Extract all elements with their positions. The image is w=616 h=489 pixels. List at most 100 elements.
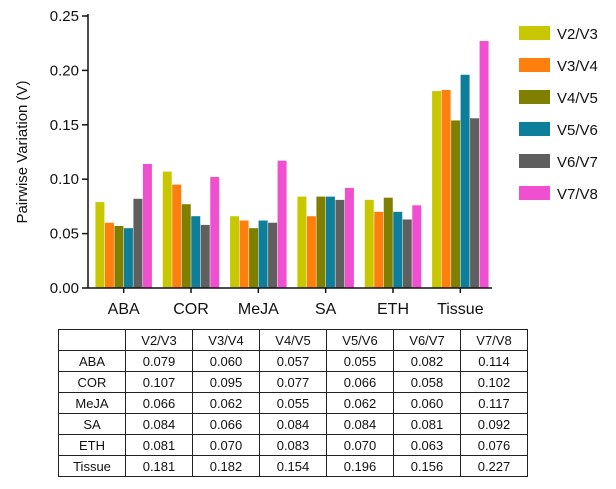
table-cell: 0.084 — [259, 413, 327, 435]
table-row-label: MeJA — [58, 392, 126, 414]
table-row: MeJA 0.066 0.062 0.055 0.062 0.060 0.117 — [58, 392, 528, 414]
bar-tissue-v6-v7 — [470, 118, 480, 288]
table-row-label: ETH — [58, 434, 126, 456]
table-corner-cell — [58, 329, 126, 351]
bar-aba-v2-v3 — [95, 202, 105, 288]
bar-sa-v4-v5 — [316, 196, 326, 288]
table-cell: 0.182 — [192, 455, 260, 477]
table-cell: 0.055 — [259, 392, 327, 414]
axes-layer: ABA COR MeJA SA ETH Tissue 0.00 0.05 0.10 0.15 0.2… — [50, 8, 492, 318]
bar-cor-v7-v8 — [210, 177, 220, 288]
bar-tissue-v4-v5 — [451, 120, 461, 288]
bar-tissue-v7-v8 — [479, 41, 489, 288]
table-row: ABA 0.079 0.060 0.057 0.055 0.082 0.114 — [58, 350, 528, 372]
table-row-label: ABA — [58, 350, 126, 372]
bar-tissue-v2-v3 — [432, 91, 442, 289]
bar-aba-v3-v4 — [104, 222, 114, 288]
bar-sa-v3-v4 — [306, 216, 316, 288]
bar-sa-v6-v7 — [335, 199, 345, 288]
table-column-header: V2/V3 — [125, 329, 193, 351]
table-column-header: V4/V5 — [259, 329, 327, 351]
table-cell: 0.114 — [460, 350, 528, 372]
table-cell: 0.117 — [460, 392, 528, 414]
x-tick-label: Tissue — [437, 301, 484, 318]
bar-tissue-v5-v6 — [460, 74, 470, 288]
table-cell: 0.181 — [125, 455, 193, 477]
table-cell: 0.154 — [259, 455, 327, 477]
bar-meja-v7-v8 — [277, 160, 287, 288]
table-column-header: V6/V7 — [393, 329, 461, 351]
table-cell: 0.076 — [460, 434, 528, 456]
table-cell: 0.055 — [326, 350, 394, 372]
table-cell: 0.062 — [326, 392, 394, 414]
table-row-label: SA — [58, 413, 126, 435]
table-cell: 0.066 — [125, 392, 193, 414]
x-tick-label: ETH — [377, 301, 409, 318]
table-header-row: V2/V3 V3/V4 V4/V5 V5/V6 V6/V7 V7/V8 — [58, 329, 528, 351]
bar-eth-v5-v6 — [393, 211, 403, 288]
table-cell: 0.156 — [393, 455, 461, 477]
table-cell: 0.057 — [259, 350, 327, 372]
x-tick-label: SA — [315, 301, 337, 318]
bar-aba-v6-v7 — [133, 198, 143, 288]
table-cell: 0.062 — [192, 392, 260, 414]
bar-eth-v4-v5 — [383, 197, 393, 288]
x-tick-label: ABA — [108, 301, 140, 318]
y-tick-label: 0.10 — [50, 171, 79, 188]
bar-eth-v2-v3 — [364, 199, 374, 288]
y-tick-label: 0.25 — [50, 8, 79, 25]
legend-swatch — [519, 186, 550, 200]
legend: V2/V3 V3/V4 V4/V5 V5/V6 V6/V7 V7/V8 — [519, 26, 598, 203]
bar-eth-v3-v4 — [374, 211, 384, 288]
bar-meja-v2-v3 — [230, 216, 240, 288]
y-tick-label: 0.00 — [50, 280, 79, 297]
bar-meja-v4-v5 — [249, 228, 259, 288]
bar-cor-v6-v7 — [200, 224, 210, 288]
table-cell: 0.060 — [393, 392, 461, 414]
table-cell: 0.084 — [326, 413, 394, 435]
table-cell: 0.070 — [326, 434, 394, 456]
legend-label: V5/V6 — [557, 122, 598, 139]
bar-aba-v7-v8 — [142, 163, 152, 288]
legend-swatch — [519, 26, 550, 40]
table-cell: 0.066 — [326, 371, 394, 393]
table-cell: 0.092 — [460, 413, 528, 435]
table-row: Tissue 0.181 0.182 0.154 0.196 0.156 0.227 — [58, 455, 528, 477]
table-cell: 0.070 — [192, 434, 260, 456]
bar-aba-v5-v6 — [123, 228, 133, 288]
bar-sa-v5-v6 — [325, 196, 335, 288]
y-tick-label: 0.15 — [50, 117, 79, 134]
bar-sa-v2-v3 — [297, 196, 307, 288]
bars-layer — [95, 41, 489, 289]
x-tick-label: COR — [173, 301, 209, 318]
bar-eth-v7-v8 — [412, 205, 422, 288]
bar-tissue-v3-v4 — [441, 89, 451, 288]
legend-swatch — [519, 154, 550, 168]
legend-label: V4/V5 — [557, 90, 598, 107]
legend-label: V3/V4 — [557, 58, 598, 75]
bar-meja-v5-v6 — [258, 220, 268, 288]
legend-label: V2/V3 — [557, 26, 598, 43]
table-column-header: V5/V6 — [326, 329, 394, 351]
bar-meja-v6-v7 — [268, 222, 278, 288]
table-cell: 0.102 — [460, 371, 528, 393]
x-tick-label: MeJA — [238, 301, 279, 318]
table-cell: 0.196 — [326, 455, 394, 477]
bar-eth-v6-v7 — [402, 219, 412, 288]
table-cell: 0.077 — [259, 371, 327, 393]
table-cell: 0.060 — [192, 350, 260, 372]
bar-cor-v2-v3 — [162, 171, 172, 288]
table-column-header: V3/V4 — [192, 329, 260, 351]
bar-sa-v7-v8 — [344, 187, 354, 288]
bar-meja-v3-v4 — [239, 220, 249, 288]
y-axis-label: Pairwise Variation (V) — [14, 80, 31, 223]
legend-swatch — [519, 90, 550, 104]
legend-label: V6/V7 — [557, 154, 598, 171]
table-cell: 0.079 — [125, 350, 193, 372]
bar-cor-v3-v4 — [172, 184, 182, 288]
legend-swatch — [519, 58, 550, 72]
table-cell: 0.066 — [192, 413, 260, 435]
table-row: SA 0.084 0.066 0.084 0.084 0.081 0.092 — [58, 413, 528, 435]
bar-chart: ABA COR MeJA SA ETH Tissue 0.00 0.05 0.10 0.15 0.2… — [14, 8, 598, 318]
table-cell: 0.227 — [460, 455, 528, 477]
